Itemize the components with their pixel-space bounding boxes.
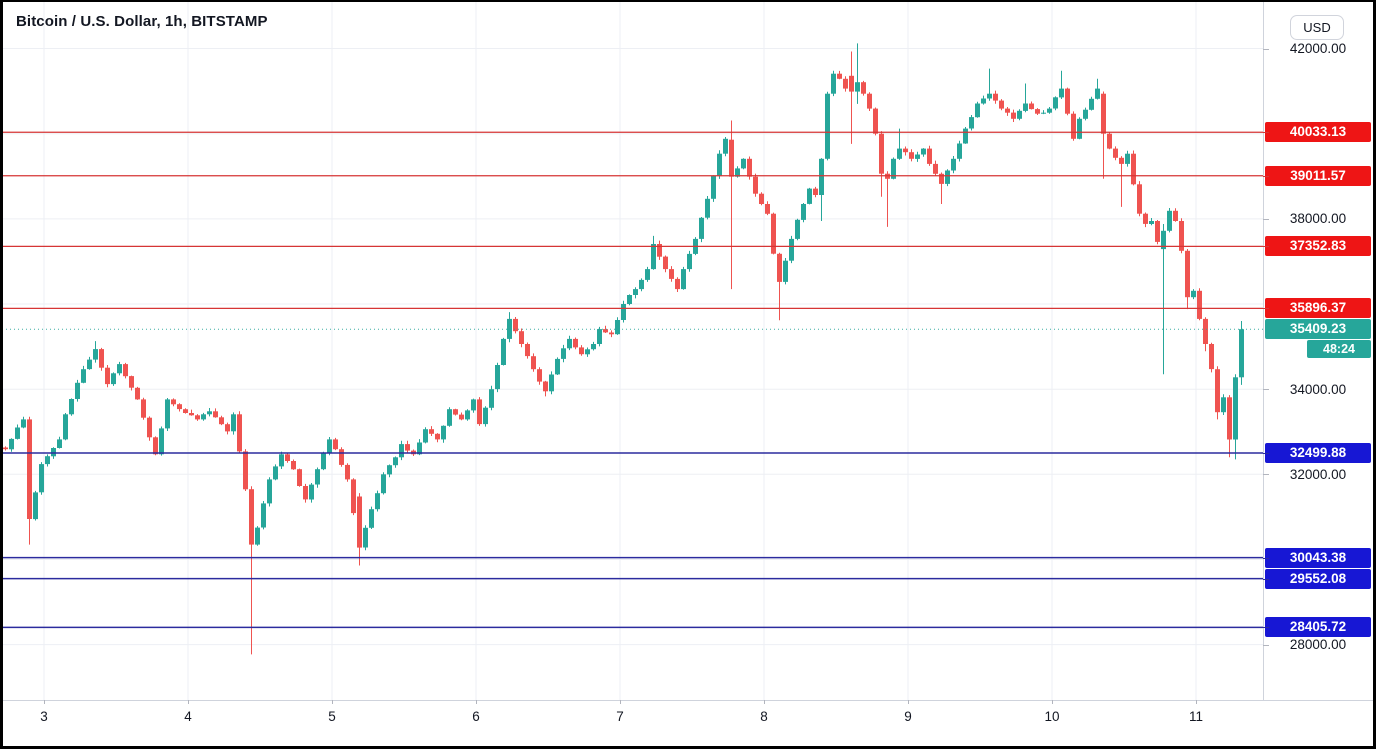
time-axis-day-label: 8 [760, 709, 768, 724]
time-axis-tick [1196, 700, 1197, 704]
time-axis-separator [0, 700, 1376, 701]
time-axis-day-label: 10 [1044, 709, 1060, 724]
price-axis-tick [1263, 308, 1269, 310]
time-axis-day-label: 6 [472, 709, 480, 724]
support-price-label[interactable]: 30043.38 [1265, 547, 1371, 568]
price-axis-tick-label: 32000.00 [1289, 466, 1347, 482]
price-axis-tick [1263, 644, 1269, 646]
price-axis-tick [1263, 557, 1269, 559]
candlestick-series [3, 43, 1244, 655]
time-axis-tick [476, 700, 477, 704]
window-frame [1373, 0, 1376, 749]
resistance-price-label[interactable]: 39011.57 [1265, 165, 1371, 186]
time-axis-day-label: 11 [1188, 709, 1203, 724]
price-axis-separator [1263, 0, 1264, 700]
currency-toggle-button[interactable]: USD [1290, 15, 1344, 40]
time-axis-day-label: 4 [184, 709, 192, 724]
price-axis-tick-label: 28000.00 [1289, 637, 1347, 653]
price-axis-tick [1263, 389, 1269, 391]
window-frame [0, 0, 3, 749]
support-price-label[interactable]: 32499.88 [1265, 443, 1371, 464]
time-axis-tick [1052, 700, 1053, 704]
time-axis-day-label: 7 [616, 709, 624, 724]
time-axis-tick [908, 700, 909, 704]
candle-countdown-label: 48:24 [1307, 340, 1371, 359]
time-axis-tick [188, 700, 189, 704]
price-axis-tick [1263, 453, 1269, 455]
price-axis-tick-label: 38000.00 [1289, 211, 1347, 227]
price-axis-tick [1263, 48, 1269, 50]
resistance-price-label[interactable]: 37352.83 [1265, 236, 1371, 257]
time-axis-day-label: 5 [328, 709, 336, 724]
price-axis-tick [1263, 175, 1269, 177]
gridlines [2, 2, 1263, 700]
resistance-price-label[interactable]: 40033.13 [1265, 122, 1371, 143]
window-frame [0, 0, 1376, 2]
price-axis-tick-label: 34000.00 [1289, 381, 1347, 397]
price-axis-tick [1263, 474, 1269, 476]
support-price-label[interactable]: 29552.08 [1265, 568, 1371, 589]
price-axis-tick [1263, 218, 1269, 220]
support-price-label[interactable]: 28405.72 [1265, 617, 1371, 638]
current-price-label: 35409.23 [1265, 319, 1371, 340]
price-axis-tick [1263, 627, 1269, 629]
time-axis-tick [764, 700, 765, 704]
time-axis-day-label: 9 [904, 709, 912, 724]
price-level-lines[interactable] [2, 131, 1263, 629]
price-axis-tick [1263, 246, 1269, 248]
price-axis-tick [1263, 578, 1269, 580]
price-axis-tick-label: 42000.00 [1289, 41, 1347, 57]
price-axis-tick [1263, 132, 1269, 134]
time-axis-tick [620, 700, 621, 704]
time-axis-day-label: 3 [40, 709, 48, 724]
window-frame [0, 746, 1376, 749]
resistance-price-label[interactable]: 35896.37 [1265, 298, 1371, 319]
time-axis-tick [332, 700, 333, 704]
symbol-title[interactable]: Bitcoin / U.S. Dollar, 1h, BITSTAMP [16, 13, 268, 30]
time-axis-tick [44, 700, 45, 704]
